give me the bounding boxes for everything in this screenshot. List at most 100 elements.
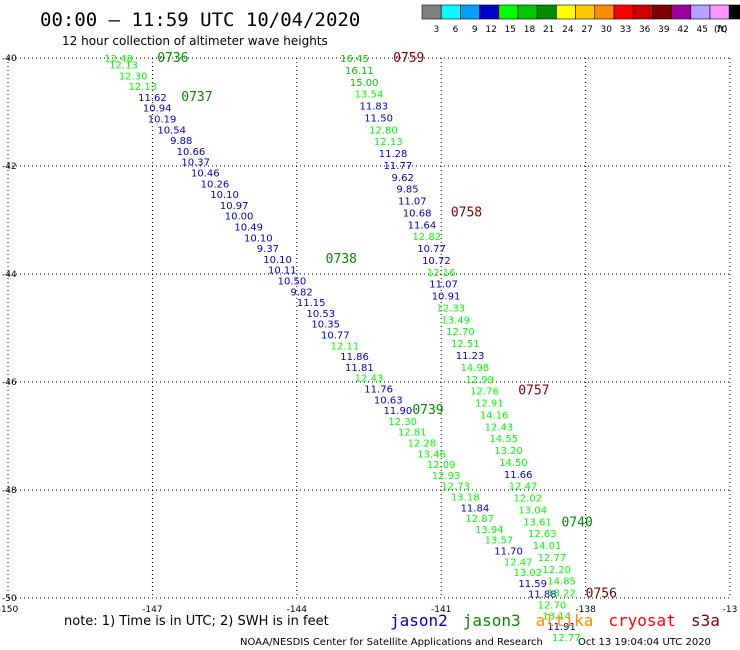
swh-value: 13.54 bbox=[355, 90, 384, 101]
swh-value: 11.07 bbox=[398, 197, 427, 208]
time-label: 0758 bbox=[451, 205, 482, 220]
legend-swatch bbox=[594, 4, 615, 20]
swh-value: 12.70 bbox=[446, 327, 475, 338]
swh-value: 10.11 bbox=[268, 266, 297, 277]
legend-tick-label: 42 bbox=[677, 25, 688, 35]
swh-value: 12.70 bbox=[538, 600, 567, 611]
y-tick-label: -44 bbox=[2, 270, 17, 280]
swh-value: 10.68 bbox=[403, 208, 432, 219]
swh-value: 11.84 bbox=[461, 503, 490, 514]
swh-value: 10.94 bbox=[143, 104, 172, 115]
swh-value: 11.70 bbox=[494, 546, 523, 557]
swh-value: 11.81 bbox=[345, 363, 374, 374]
swh-value: 10.63 bbox=[374, 395, 403, 406]
swh-value: 11.62 bbox=[138, 93, 167, 104]
swh-value: 13.61 bbox=[523, 517, 552, 528]
chart-subtitle: 12 hour collection of altimeter wave hei… bbox=[62, 34, 328, 48]
swh-value: 10.72 bbox=[422, 256, 451, 267]
swh-value: 10.66 bbox=[177, 147, 206, 158]
swh-value: 12.91 bbox=[475, 399, 504, 410]
swh-value: 12.20 bbox=[542, 565, 571, 576]
legend-swatch bbox=[652, 4, 672, 20]
legend-unit: (ft) bbox=[714, 25, 728, 35]
swh-value: 12.77 bbox=[538, 553, 567, 564]
swh-value: 10.97 bbox=[220, 201, 249, 212]
legend-tick-label: 18 bbox=[524, 25, 536, 35]
color-legend: 3 6 9 12 15 18 21 24 27 30 33 36 39 42 45 70 bbox=[421, 4, 740, 35]
swh-value: 11.86 bbox=[340, 352, 369, 363]
swh-value: 13.57 bbox=[485, 536, 514, 547]
swh-value: 12.51 bbox=[451, 339, 480, 350]
x-tick-label: -138 bbox=[575, 605, 596, 615]
legend-swatch bbox=[556, 4, 576, 20]
axis-ticks: -40 -42 -44 -46 -48 -50-150 -147 -144 -141 -138 -1… bbox=[0, 54, 737, 615]
time-label: 0736 bbox=[157, 51, 188, 66]
chart-title: 00:00 – 11:59 UTC 10/04/2020 bbox=[40, 9, 360, 31]
swh-value: 11.77 bbox=[384, 161, 413, 172]
swh-value: 12.11 bbox=[331, 341, 360, 352]
swh-value: 15.00 bbox=[350, 78, 379, 89]
swh-value: 12.82 bbox=[412, 232, 441, 243]
swh-value: 12.73 bbox=[441, 482, 470, 493]
legend-swatch bbox=[575, 4, 596, 20]
swh-value: 9.37 bbox=[257, 244, 279, 255]
swh-points: 12.4812.1312.3012.1311.6210.9410.1910.54… bbox=[104, 54, 580, 644]
swh-value: 12.99 bbox=[465, 375, 494, 386]
swh-value: 11.59 bbox=[518, 579, 547, 590]
legend-tick-label: 3 bbox=[433, 25, 439, 35]
swh-value: 9.62 bbox=[392, 173, 414, 184]
swh-value: 12.47 bbox=[509, 482, 538, 493]
legend-tick-label: 21 bbox=[543, 25, 554, 35]
legend-swatch bbox=[421, 4, 442, 20]
swh-value: 10.37 bbox=[181, 158, 210, 169]
legend-swatch bbox=[709, 4, 730, 20]
swh-value: 11.66 bbox=[504, 470, 533, 481]
legend-tick-label: 6 bbox=[453, 25, 459, 35]
swh-value: 11.28 bbox=[379, 149, 408, 160]
swh-value: 12.09 bbox=[427, 460, 456, 471]
satellite-name: jason2 bbox=[390, 611, 448, 630]
legend-tick-label: 36 bbox=[639, 25, 651, 35]
swh-value: 11.90 bbox=[384, 406, 413, 417]
x-tick-label: -147 bbox=[142, 605, 162, 615]
swh-value: 10.00 bbox=[225, 212, 254, 223]
time-label: 0738 bbox=[326, 252, 357, 267]
swh-value: 12.13 bbox=[374, 137, 403, 148]
swh-value: 12.80 bbox=[369, 125, 398, 136]
y-tick-label: -40 bbox=[2, 54, 17, 64]
swh-value: 12.43 bbox=[355, 374, 384, 385]
y-tick-label: -48 bbox=[2, 486, 17, 496]
time-label: 0737 bbox=[181, 90, 212, 105]
swh-value: 10.53 bbox=[307, 309, 336, 320]
swh-value: 12.13 bbox=[128, 82, 157, 93]
swh-value: 11.76 bbox=[364, 384, 393, 395]
swh-value: 12.87 bbox=[465, 514, 494, 525]
time-label: 0756 bbox=[586, 587, 617, 602]
swh-value: 12.30 bbox=[388, 417, 417, 428]
swh-value: 13.94 bbox=[475, 525, 504, 536]
swh-value: 14.85 bbox=[547, 577, 576, 588]
legend-swatch bbox=[517, 4, 538, 20]
x-tick-label: -144 bbox=[287, 605, 308, 615]
legend-swatch bbox=[632, 4, 653, 20]
swh-value: 10.50 bbox=[278, 276, 307, 287]
swh-value: 12.93 bbox=[432, 471, 461, 482]
footer-note: note: 1) Time is in UTC; 2) SWH is in fe… bbox=[64, 614, 329, 629]
swh-value: 10.46 bbox=[191, 168, 220, 179]
swh-value: 11.64 bbox=[408, 220, 437, 231]
swh-value: 14.50 bbox=[499, 458, 528, 469]
time-label: 0759 bbox=[393, 51, 424, 66]
swh-value: 12.28 bbox=[408, 438, 437, 449]
swh-value: 12.48 bbox=[104, 54, 133, 65]
legend-tick-label: 33 bbox=[620, 25, 631, 35]
legend-tick-label: 39 bbox=[658, 25, 670, 35]
swh-value: 12.43 bbox=[485, 422, 514, 433]
satellite-name: cryosat bbox=[608, 611, 675, 630]
swh-value: 13.22 bbox=[547, 589, 576, 600]
swh-value: 10.10 bbox=[263, 255, 292, 266]
swh-value: 10.19 bbox=[148, 114, 177, 125]
time-label: 0757 bbox=[518, 384, 549, 399]
swh-value: 9.85 bbox=[396, 185, 418, 196]
legend-tick-label: 12 bbox=[485, 25, 496, 35]
